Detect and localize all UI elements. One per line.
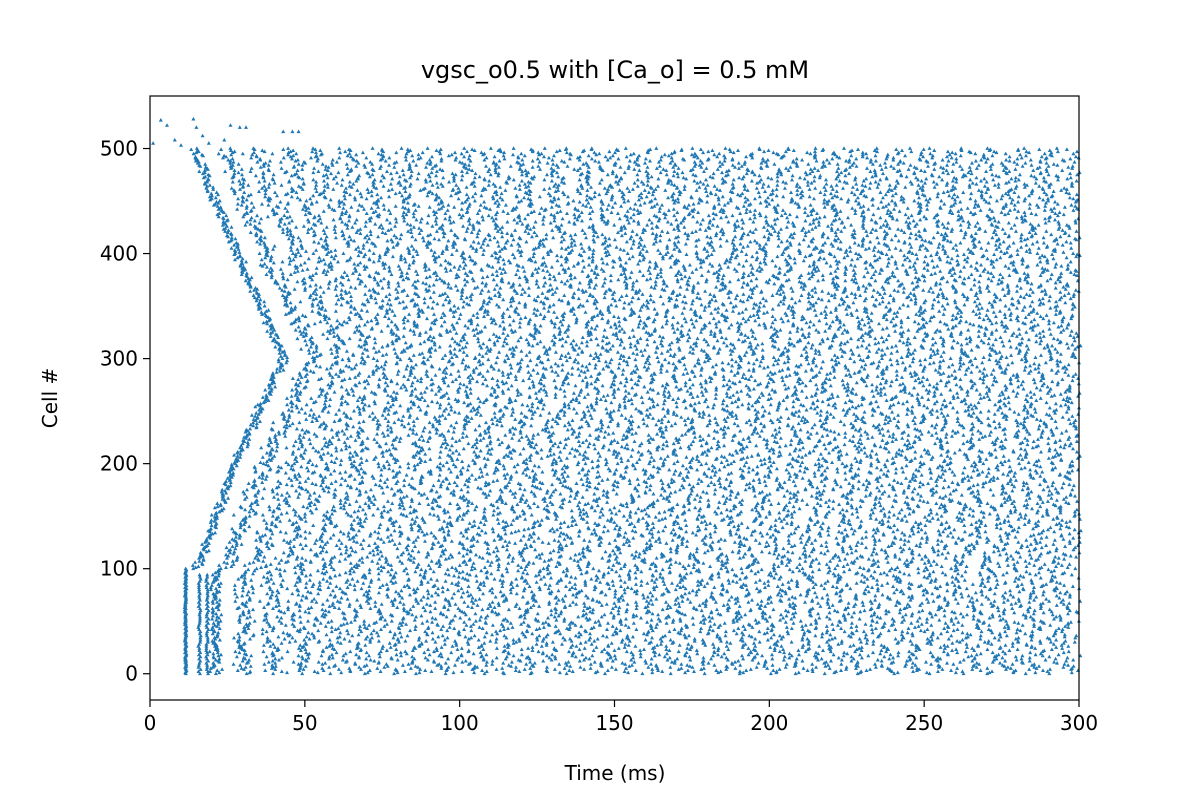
- y-tick-label: 100: [100, 557, 138, 581]
- y-tick-label: 300: [100, 347, 138, 371]
- y-tick-label: 0: [125, 662, 138, 686]
- chart-title: vgsc_o0.5 with [Ca_o] = 0.5 mM: [421, 56, 809, 84]
- y-axis-label: Cell #: [38, 368, 62, 429]
- x-tick-label: 250: [905, 711, 943, 735]
- y-tick-label: 400: [100, 242, 138, 266]
- x-tick-label: 300: [1060, 711, 1098, 735]
- x-axis-ticks: 0 50 100 150 200 250 300: [144, 700, 1098, 735]
- x-tick-label: 100: [441, 711, 479, 735]
- x-axis-label: Time (ms): [564, 761, 666, 785]
- y-tick-label: 200: [100, 452, 138, 476]
- y-axis-ticks: 0 100 200 300 400 500: [100, 137, 150, 686]
- x-tick-label: 0: [144, 711, 157, 735]
- x-tick-label: 200: [750, 711, 788, 735]
- x-tick-label: 150: [595, 711, 633, 735]
- x-tick-label: 50: [292, 711, 317, 735]
- spike-marks: [151, 116, 1083, 676]
- spike-events: [151, 116, 1083, 676]
- y-tick-label: 500: [100, 137, 138, 161]
